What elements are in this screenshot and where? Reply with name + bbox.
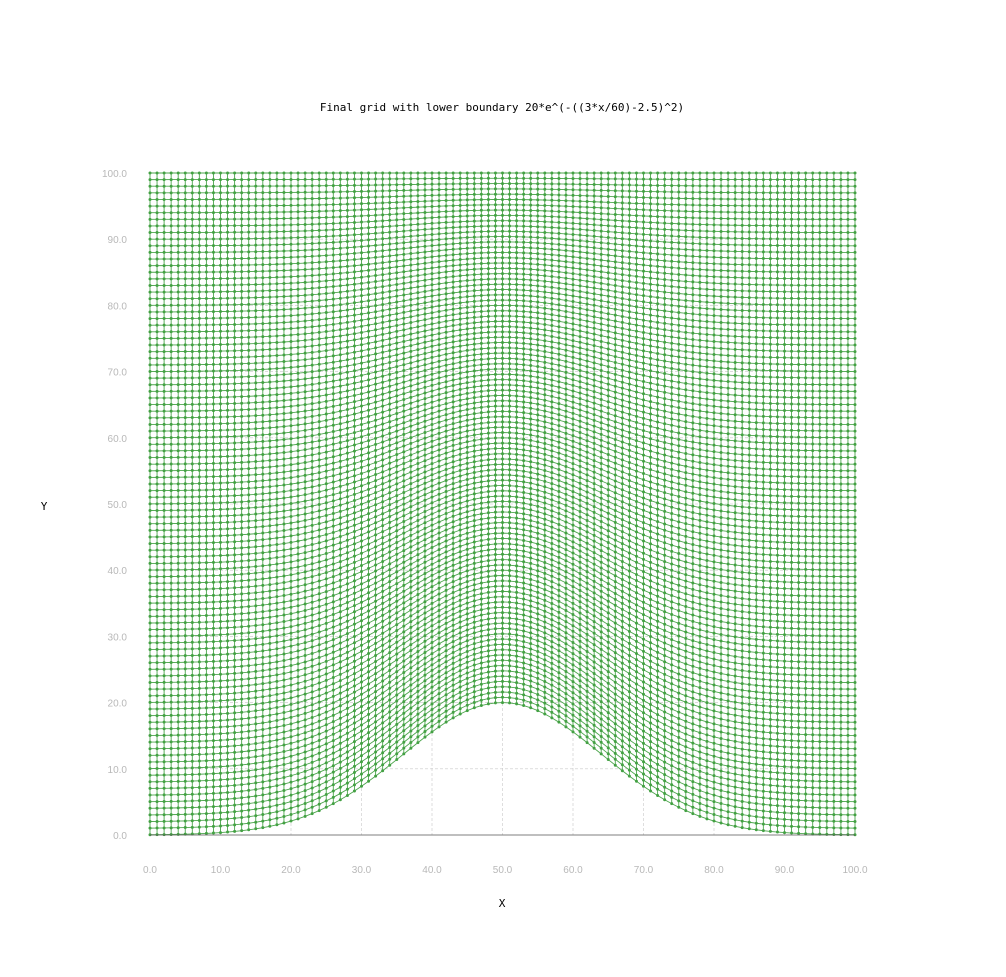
x-tick-label: 100.0: [842, 865, 867, 876]
chart-title: Final grid with lower boundary 20*e^(-((…: [320, 101, 684, 114]
y-tick-label: 40.0: [108, 566, 128, 577]
x-tick-label: 0.0: [143, 865, 157, 876]
y-tick-label: 90.0: [108, 235, 128, 246]
y-axis-label: Y: [41, 500, 48, 513]
y-tick-label: 0.0: [113, 831, 127, 842]
mesh-grid: [148, 171, 857, 837]
y-tick-label: 20.0: [108, 699, 128, 710]
y-tick-label: 30.0: [108, 632, 128, 643]
y-tick-label: 70.0: [108, 368, 128, 379]
y-tick-labels: 0.0 10.0 20.0 30.0 40.0 50.0 60.0 70.0 80.0 90.0 1…: [102, 169, 127, 842]
x-tick-labels: 0.0 10.0 20.0 30.0 40.0 50.0 60.0 70.0 80.0 90.0 1…: [143, 865, 868, 876]
y-tick-label: 10.0: [108, 765, 128, 776]
y-tick-label: 80.0: [108, 301, 128, 312]
x-tick-label: 20.0: [281, 865, 301, 876]
x-tick-label: 30.0: [352, 865, 372, 876]
x-tick-label: 70.0: [634, 865, 654, 876]
y-tick-label: 100.0: [102, 169, 127, 180]
x-tick-label: 80.0: [704, 865, 724, 876]
x-axis-label: X: [499, 897, 506, 910]
x-tick-label: 60.0: [563, 865, 583, 876]
x-tick-label: 50.0: [493, 865, 513, 876]
x-tick-label: 40.0: [422, 865, 442, 876]
x-tick-label: 90.0: [775, 865, 795, 876]
x-tick-label: 10.0: [211, 865, 231, 876]
y-tick-label: 60.0: [108, 434, 128, 445]
y-tick-label: 50.0: [108, 500, 128, 511]
